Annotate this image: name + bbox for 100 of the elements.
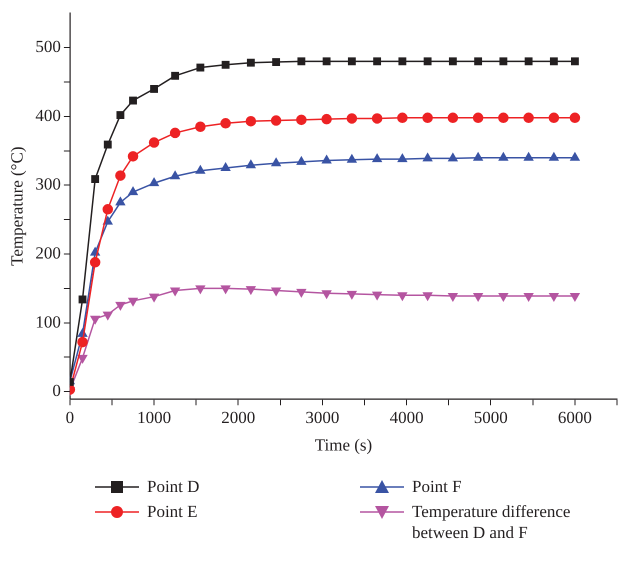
point	[524, 152, 534, 161]
point	[196, 285, 206, 294]
point	[422, 153, 432, 162]
point	[472, 112, 484, 124]
legend-label: Point F	[412, 476, 463, 497]
point	[90, 316, 100, 324]
point	[115, 170, 126, 181]
y-axis-title: Temperature (°C)	[8, 146, 27, 266]
point	[422, 292, 432, 301]
point	[473, 152, 483, 161]
point	[116, 111, 124, 119]
point	[397, 112, 408, 124]
y-tick-label: 100	[35, 312, 61, 332]
point	[570, 112, 580, 124]
y-tick-label: 0	[52, 381, 61, 400]
point	[116, 302, 126, 310]
point	[150, 84, 158, 93]
point	[271, 287, 281, 296]
point	[498, 152, 508, 161]
point	[398, 154, 408, 162]
point	[570, 152, 580, 161]
point	[474, 57, 482, 66]
point	[498, 112, 509, 124]
point	[398, 57, 406, 66]
point	[297, 57, 306, 66]
point	[448, 153, 458, 162]
legend-label: Point E	[147, 501, 199, 522]
point	[129, 96, 137, 105]
point	[246, 286, 256, 294]
point	[77, 336, 88, 348]
point	[149, 178, 159, 186]
point	[170, 287, 180, 296]
point	[128, 151, 138, 162]
x-tick-label: 4000	[390, 408, 424, 427]
point	[296, 156, 306, 165]
point	[246, 116, 256, 126]
point	[195, 121, 206, 132]
point	[322, 155, 332, 164]
point	[422, 112, 433, 124]
point	[372, 154, 382, 162]
point	[473, 292, 483, 302]
point	[270, 115, 282, 126]
x-tick-label: 2000	[221, 408, 256, 427]
point	[347, 154, 357, 163]
y-tick-label: 200	[35, 243, 61, 262]
point	[170, 171, 180, 180]
point	[524, 292, 534, 302]
point	[448, 57, 457, 66]
point	[549, 292, 559, 302]
point	[220, 285, 230, 294]
point	[398, 292, 408, 301]
point	[570, 57, 579, 66]
point	[322, 57, 331, 66]
point	[348, 57, 356, 66]
point	[346, 113, 358, 124]
y-tick-label: 300	[35, 174, 61, 194]
point	[499, 57, 508, 66]
point	[373, 57, 382, 66]
point	[549, 152, 559, 161]
point	[78, 296, 86, 304]
point	[196, 64, 204, 72]
point	[170, 128, 180, 138]
point	[220, 162, 230, 172]
point	[222, 60, 230, 69]
point	[550, 57, 558, 66]
point	[104, 140, 112, 149]
point	[128, 186, 138, 196]
point	[246, 58, 255, 67]
point	[272, 58, 280, 66]
point	[90, 257, 100, 268]
point	[296, 288, 306, 298]
point	[296, 114, 307, 126]
point	[347, 290, 357, 300]
x-tick-label: 6000	[558, 408, 592, 427]
point	[149, 294, 159, 302]
point	[102, 204, 114, 215]
point	[570, 292, 580, 302]
point	[116, 197, 126, 206]
point	[424, 57, 432, 66]
point	[372, 292, 382, 300]
point	[246, 160, 256, 168]
y-tick-label: 400	[35, 106, 61, 125]
legend-label: Temperature difference between D and F	[412, 501, 572, 543]
point	[128, 298, 138, 306]
point	[171, 72, 180, 80]
x-tick-label: 3000	[305, 408, 340, 427]
point	[78, 354, 88, 364]
x-tick-label: 0	[66, 408, 74, 427]
point	[523, 112, 534, 124]
point	[372, 113, 382, 124]
point	[148, 137, 160, 148]
point	[321, 114, 332, 124]
x-tick-label: 5000	[474, 408, 508, 427]
point	[196, 166, 206, 174]
point	[498, 292, 508, 302]
point	[103, 312, 112, 320]
legend-label: Point D	[147, 476, 200, 497]
point	[448, 112, 458, 124]
x-tick-label: 1000	[137, 408, 172, 427]
y-tick-label: 500	[35, 37, 61, 56]
